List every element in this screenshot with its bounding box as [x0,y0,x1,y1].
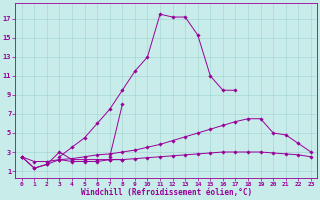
X-axis label: Windchill (Refroidissement éolien,°C): Windchill (Refroidissement éolien,°C) [81,188,252,197]
